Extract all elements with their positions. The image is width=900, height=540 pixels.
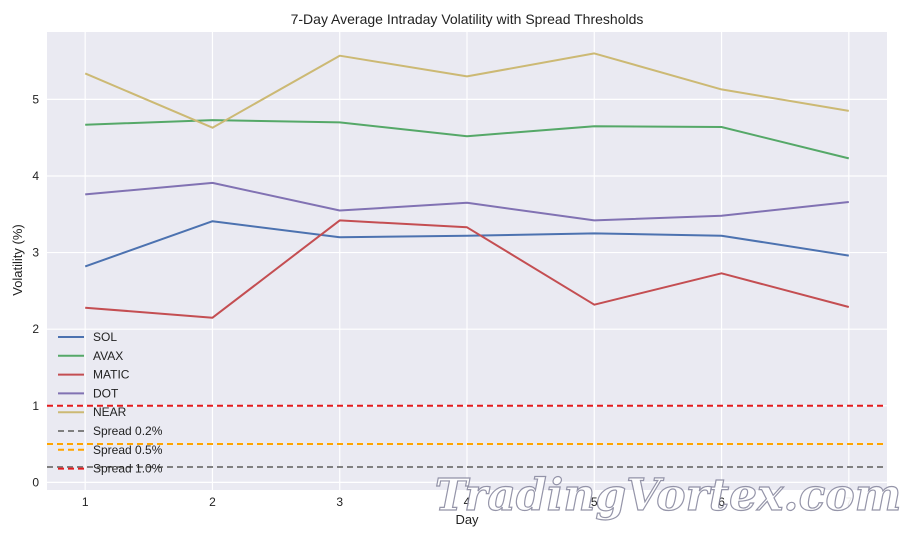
watermark: TradingVortex.com <box>435 470 900 521</box>
legend: SOL AVAX MATIC DOT NEAR Spread 0.2% Spread 0.5… <box>58 330 163 476</box>
x-tick-label: 3 <box>336 495 343 509</box>
legend-label: Spread 0.5% <box>93 443 163 457</box>
y-tick-label: 4 <box>32 169 39 183</box>
y-tick-label: 1 <box>32 399 39 413</box>
x-tick-label: 2 <box>209 495 216 509</box>
x-tick-label: 6 <box>718 495 725 509</box>
y-tick-labels: 0 1 2 3 4 5 <box>32 92 39 489</box>
legend-label: NEAR <box>93 405 127 419</box>
series-line <box>85 119 850 160</box>
legend-label: AVAX <box>93 349 123 363</box>
y-tick-label: 5 <box>32 92 39 106</box>
y-tick-label: 2 <box>32 322 39 336</box>
series-line <box>85 219 850 319</box>
x-tick-label: 1 <box>82 495 89 509</box>
legend-label: Spread 1.0% <box>93 462 163 476</box>
x-tick-label: 4 <box>464 495 471 509</box>
legend-label: SOL <box>93 330 117 344</box>
x-tick-label: 7 <box>845 495 852 509</box>
y-axis-label: Volatility (%) <box>10 224 25 296</box>
series-line <box>84 52 849 129</box>
x-tick-labels: 1 2 3 4 5 6 7 <box>82 495 853 509</box>
series-line <box>85 181 849 222</box>
series-line <box>84 220 849 268</box>
chart-title: 7-Day Average Intraday Volatility with S… <box>291 11 644 27</box>
y-tick-label: 3 <box>32 246 39 260</box>
y-tick-label: 0 <box>32 475 39 489</box>
x-tick-label: 5 <box>591 495 598 509</box>
legend-label: DOT <box>93 386 119 400</box>
legend-label: Spread 0.2% <box>93 424 163 438</box>
x-axis-label: Day <box>455 512 479 527</box>
legend-label: MATIC <box>93 368 130 382</box>
series-lines <box>84 52 850 319</box>
threshold-lines <box>47 404 887 469</box>
